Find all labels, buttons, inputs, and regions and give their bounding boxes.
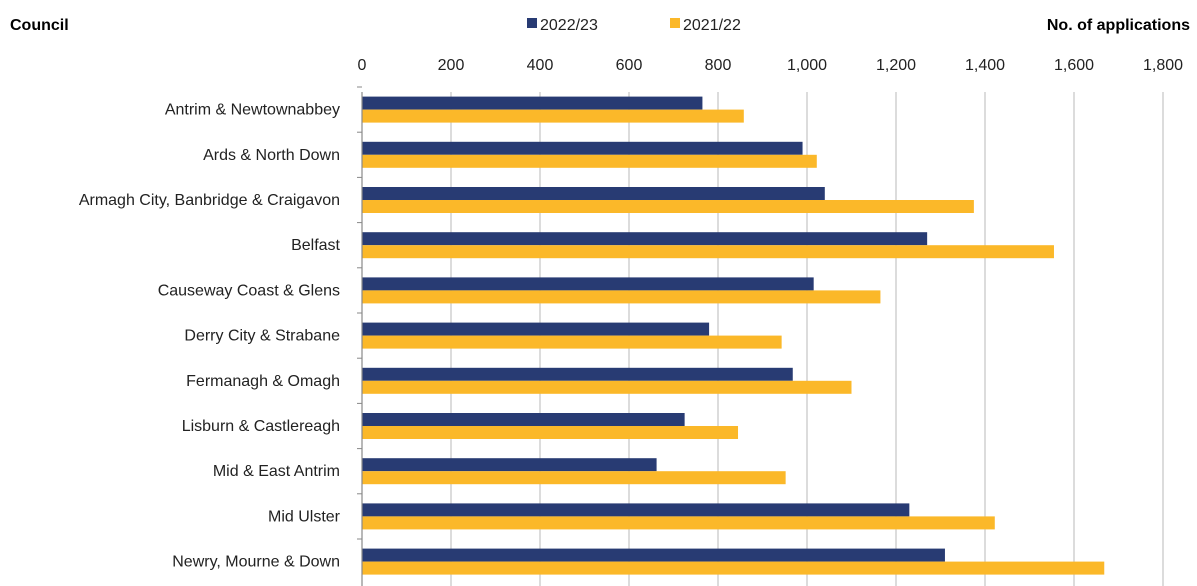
category-label: Derry City & Strabane <box>184 328 340 345</box>
bar-2021-22-mid-ulster <box>362 516 995 530</box>
x-tick-label: 800 <box>705 57 732 74</box>
bar-2022-23-derry-city-strabane <box>362 322 710 336</box>
bar-2021-22-mid-east-antrim <box>362 471 786 485</box>
bar-2022-23-ards-north-down <box>362 141 803 155</box>
bar-2022-23-antrim-newtownabbey <box>362 96 703 110</box>
x-tick-label: 1,000 <box>787 57 827 74</box>
x-tick-label: 1,600 <box>1054 57 1094 74</box>
category-label: Mid & East Antrim <box>213 463 340 480</box>
bar-2022-23-causeway-coast-glens <box>362 277 814 291</box>
bar-2021-22-antrim-newtownabbey <box>362 109 744 123</box>
bar-2021-22-fermanagh-omagh <box>362 380 852 394</box>
bars <box>362 96 1105 575</box>
x-tick-label: 0 <box>358 57 367 74</box>
bar-2022-23-mid-ulster <box>362 503 910 517</box>
bar-2022-23-armagh-city-banbridge-craigavon <box>362 187 825 200</box>
x-tick-label: 200 <box>438 57 465 74</box>
bar-2021-22-ards-north-down <box>362 154 817 168</box>
x-tick-label: 400 <box>527 57 554 74</box>
x-tick-labels: 0 200 400 600 800 1,000 1,200 1,400 1,600 1,800 <box>358 57 1184 74</box>
bar-2021-22-newry-mourne-down <box>362 561 1105 575</box>
category-label: Fermanagh & Omagh <box>186 373 340 390</box>
x-axis-header: No. of applications <box>1047 17 1190 34</box>
gridlines <box>450 92 1164 586</box>
legend-label-2021-22: 2021/22 <box>683 17 741 34</box>
category-label: Armagh City, Banbridge & Craigavon <box>79 192 340 209</box>
bar-2021-22-belfast <box>362 245 1054 259</box>
category-label: Ards & North Down <box>203 147 340 164</box>
y-axis-header: Council <box>10 17 69 34</box>
category-label: Lisburn & Castlereagh <box>182 418 340 435</box>
bar-2022-23-lisburn-castlereagh <box>362 413 685 426</box>
bar-2022-23-newry-mourne-down <box>362 548 945 562</box>
legend: 2022/23 2021/22 <box>527 17 741 34</box>
category-label: Mid Ulster <box>268 508 341 525</box>
category-label: Causeway Coast & Glens <box>158 282 340 299</box>
bar-2021-22-lisburn-castlereagh <box>362 426 739 439</box>
bar-2021-22-derry-city-strabane <box>362 335 782 349</box>
legend-swatch-2021-22 <box>670 18 680 28</box>
category-label: Belfast <box>291 237 340 254</box>
bar-2022-23-mid-east-antrim <box>362 458 657 472</box>
legend-swatch-2022-23 <box>527 18 537 28</box>
y-axis-line <box>357 86 363 586</box>
bar-2021-22-armagh-city-banbridge-craigavon <box>362 200 974 213</box>
x-tick-label: 1,200 <box>876 57 916 74</box>
category-label: Antrim & Newtownabbey <box>165 102 340 119</box>
bar-2022-23-fermanagh-omagh <box>362 367 793 381</box>
legend-label-2022-23: 2022/23 <box>540 17 598 34</box>
bar-2022-23-belfast <box>362 232 928 246</box>
bar-2021-22-causeway-coast-glens <box>362 290 881 304</box>
x-tick-label: 1,800 <box>1143 57 1183 74</box>
category-labels: Antrim & Newtownabbey Ards & North Down Ar… <box>79 102 341 571</box>
category-label: Newry, Mourne & Down <box>172 554 340 571</box>
x-tick-label: 1,400 <box>965 57 1005 74</box>
x-tick-label: 600 <box>616 57 643 74</box>
